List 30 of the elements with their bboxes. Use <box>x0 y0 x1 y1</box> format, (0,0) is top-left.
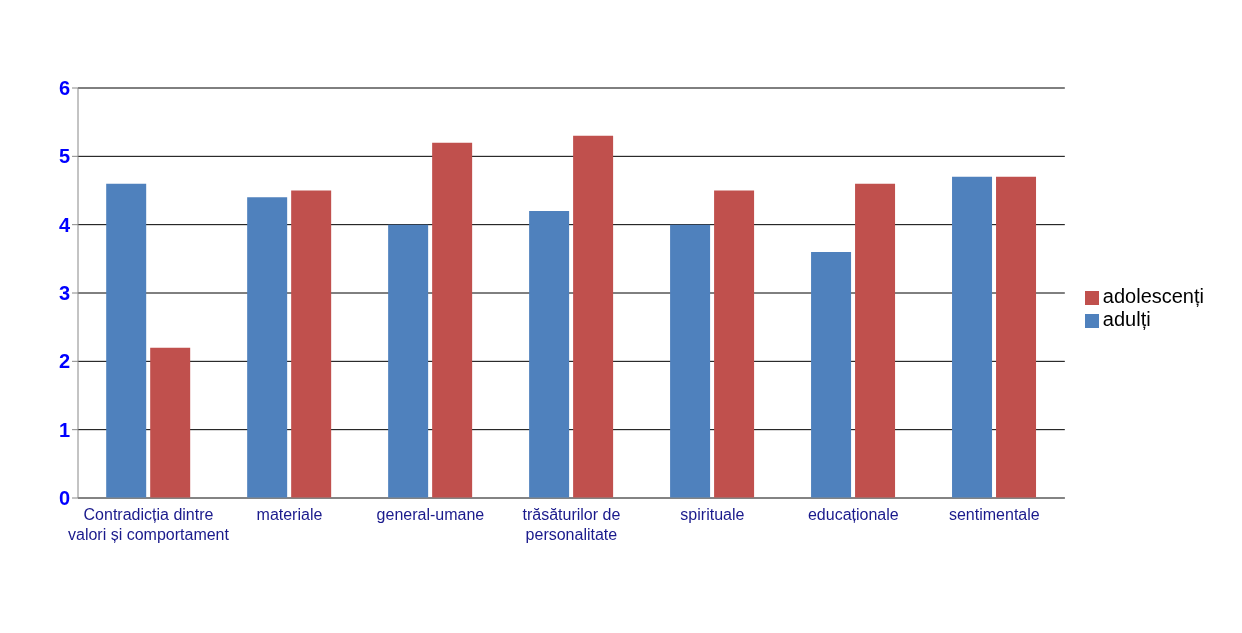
x-tick-label: materiale <box>256 506 323 523</box>
y-tick-label: 2 <box>58 350 70 373</box>
y-tick-label: 5 <box>58 145 70 168</box>
bar <box>291 190 332 498</box>
bar <box>670 224 711 498</box>
x-tick-label: trăsăturilor de personalitate <box>522 506 621 543</box>
x-tick-label: general-umane <box>376 506 485 523</box>
legend-label: adolescenți <box>1102 285 1204 307</box>
bar <box>388 224 429 498</box>
y-tick-label: 4 <box>58 213 71 236</box>
bar <box>811 252 852 498</box>
bar <box>106 183 147 498</box>
bar <box>996 176 1037 498</box>
x-tick-label: educaționale <box>807 506 899 523</box>
bar <box>150 347 191 498</box>
x-tick-label: sentimentale <box>948 506 1040 523</box>
bar <box>247 197 288 498</box>
y-tick-label: 3 <box>58 282 70 305</box>
bar <box>573 135 614 498</box>
y-tick-label: 6 <box>58 77 70 100</box>
y-tick-label: 0 <box>58 487 70 510</box>
y-tick-label: 1 <box>58 418 70 441</box>
x-tick-label: Contradicția dintre valori și comportament <box>68 506 230 543</box>
bar <box>952 176 993 498</box>
bar <box>855 183 896 498</box>
legend-label: adulți <box>1102 308 1151 330</box>
bar <box>714 190 755 498</box>
bar <box>432 142 473 498</box>
bar <box>529 211 570 498</box>
x-tick-label: spirituale <box>680 506 745 523</box>
